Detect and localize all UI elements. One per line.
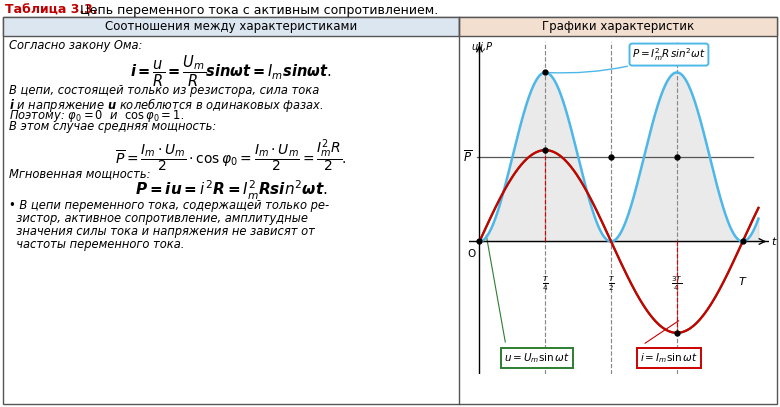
Text: Цепь переменного тока с активным сопротивлением.: Цепь переменного тока с активным сопроти… xyxy=(76,4,438,17)
Text: $\overline{P}$: $\overline{P}$ xyxy=(463,149,472,165)
Text: В цепи, состоящей только из резистора, сила тока: В цепи, состоящей только из резистора, с… xyxy=(9,84,319,97)
Text: $\boldsymbol{P = iu = i^2R = I_m^2 Rsin^2\omega t.}$: $\boldsymbol{P = iu = i^2R = I_m^2 Rsin^… xyxy=(135,179,328,202)
Text: Согласно закону Ома:: Согласно закону Ома: xyxy=(9,39,143,52)
Text: частоты переменного тока.: частоты переменного тока. xyxy=(9,238,184,251)
Text: Графики характеристик: Графики характеристик xyxy=(542,20,694,33)
Text: $u = U_m \sin\omega t$: $u = U_m \sin\omega t$ xyxy=(505,351,570,365)
Text: $\bfit{i}$ и напряжение $\bfit{u}$ колеблются в одинаковых фазах.: $\bfit{i}$ и напряжение $\bfit{u}$ колеб… xyxy=(9,96,324,114)
Text: Соотношения между характеристиками: Соотношения между характеристиками xyxy=(105,20,357,33)
Text: $\frac{3T}{4}$: $\frac{3T}{4}$ xyxy=(671,275,682,293)
Text: $T$: $T$ xyxy=(738,275,747,287)
Text: зистор, активное сопротивление, амплитудные: зистор, активное сопротивление, амплитуд… xyxy=(9,212,308,225)
Text: В этом случае средняя мощность:: В этом случае средняя мощность: xyxy=(9,120,216,133)
Text: $\frac{T}{4}$: $\frac{T}{4}$ xyxy=(542,275,548,293)
Text: значения силы тока и напряжения не зависят от: значения силы тока и напряжения не завис… xyxy=(9,225,315,238)
Text: $P = I_m^2 R\,sin^2\omega t$: $P = I_m^2 R\,sin^2\omega t$ xyxy=(548,46,706,73)
Bar xyxy=(459,17,777,36)
Text: $\boldsymbol{i = \dfrac{u}{R} = \dfrac{U_m}{R}sin\omega t = I_m sin\omega t.}$: $\boldsymbol{i = \dfrac{u}{R} = \dfrac{U… xyxy=(130,54,332,89)
Text: $i = I_m \sin\omega t$: $i = I_m \sin\omega t$ xyxy=(640,351,698,365)
Text: O: O xyxy=(468,249,476,259)
Text: Поэтому: $\varphi_0 = 0$  и  $\cos\varphi_0 = 1$.: Поэтому: $\varphi_0 = 0$ и $\cos\varphi_… xyxy=(9,108,184,124)
Text: $t$: $t$ xyxy=(771,236,778,247)
Text: Таблица 3.3.: Таблица 3.3. xyxy=(5,4,98,17)
Text: $\frac{T}{2}$: $\frac{T}{2}$ xyxy=(608,275,615,293)
Text: u,i,P: u,i,P xyxy=(472,42,493,52)
Text: $\overline{P} = \dfrac{I_m \cdot U_m}{2} \cdot \cos\varphi_0 = \dfrac{I_m \cdot : $\overline{P} = \dfrac{I_m \cdot U_m}{2}… xyxy=(115,137,347,174)
Bar xyxy=(3,17,459,36)
Text: Мгновенная мощность:: Мгновенная мощность: xyxy=(9,167,151,180)
Text: • В цепи переменного тока, содержащей только ре-: • В цепи переменного тока, содержащей то… xyxy=(9,199,329,212)
